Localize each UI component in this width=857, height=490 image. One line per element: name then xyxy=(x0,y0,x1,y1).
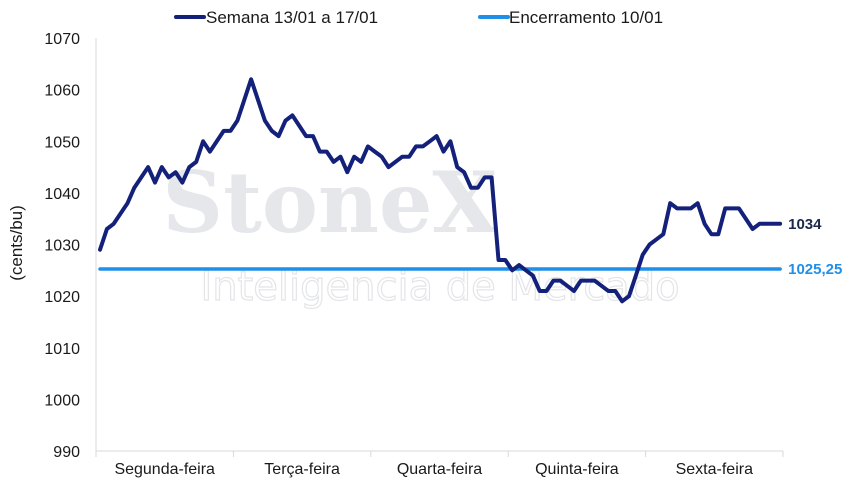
end-labels: 1034 1025,25 xyxy=(788,216,842,278)
watermark-brand: StoneX xyxy=(162,153,498,252)
y-tick-label: 1070 xyxy=(44,31,80,48)
legend: Semana 13/01 a 17/01 Encerramento 10/01 xyxy=(174,8,663,27)
watermark-tagline: Inteligencia de Mercado xyxy=(200,264,679,310)
legend-label-series-2: Encerramento 10/01 xyxy=(509,8,663,27)
x-tick-labels: Segunda-feira Terça-feira Quarta-feira Quin… xyxy=(95,451,784,478)
y-tick-label: 1030 xyxy=(44,238,80,255)
x-tick-label: Quinta-feira xyxy=(535,461,619,478)
y-tick-label: 1060 xyxy=(44,83,80,100)
y-tick-label: 1050 xyxy=(44,134,80,151)
y-tick-label: 990 xyxy=(53,444,80,461)
x-tick-label: Terça-feira xyxy=(264,461,340,478)
end-label-series-2: 1025,25 xyxy=(788,261,842,278)
y-tick-label: 1010 xyxy=(44,341,80,358)
x-tick-label: Segunda-feira xyxy=(114,461,215,478)
series-line-1 xyxy=(98,77,783,304)
y-tick-label: 1020 xyxy=(44,289,80,306)
x-tick-label: Sexta-feira xyxy=(676,461,753,478)
y-tick-labels: 990 1000 1010 1020 1030 1040 1050 1060 1070 xyxy=(44,31,80,461)
y-axis-title: (cents/bu) xyxy=(7,205,26,281)
series-layer xyxy=(98,77,783,304)
end-label-series-1: 1034 xyxy=(788,216,822,233)
x-tick-label: Quarta-feira xyxy=(397,461,482,478)
y-tick-label: 1040 xyxy=(44,186,80,203)
legend-label-series-1: Semana 13/01 a 17/01 xyxy=(206,8,378,27)
y-tick-label: 1000 xyxy=(44,392,80,409)
